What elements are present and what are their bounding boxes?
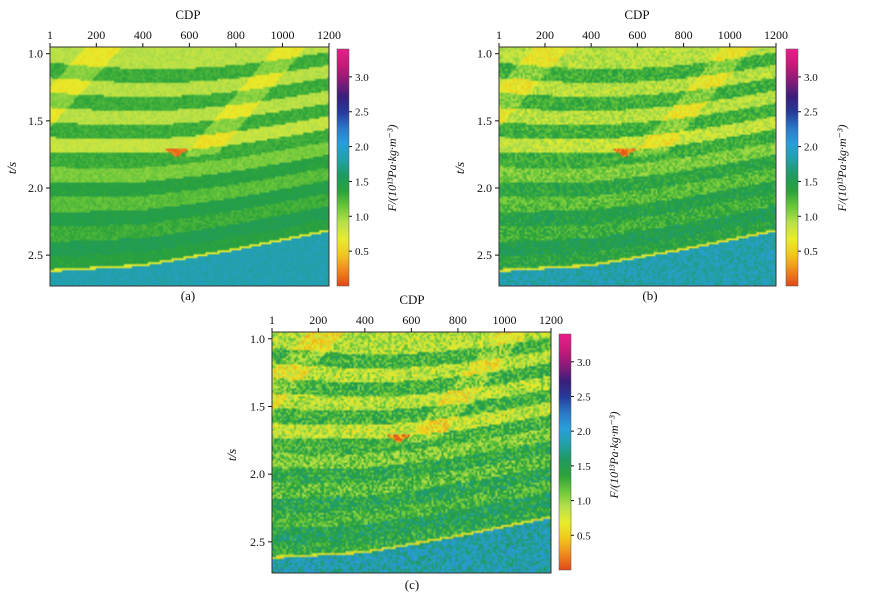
x-tick-label: 600 (402, 313, 420, 327)
colorbar-tick-label: 1.0 (577, 496, 591, 508)
x-tick-label: 600 (180, 28, 198, 42)
panel-c-x-label: CDP (399, 292, 424, 307)
colorbar-tick-label: 2.0 (355, 142, 369, 154)
panel-a-x-label: CDP (175, 7, 200, 22)
colorbar-tick-label: 1.5 (577, 461, 591, 473)
y-tick-label: 1.0 (28, 47, 43, 61)
colorbar-tick-label: 2.0 (577, 426, 591, 438)
panel-c-colorbar-ticks: 0.5 1.0 1.5 2.0 2.5 3.0 (571, 357, 591, 542)
panel-c-colorbar-label: F/(10¹³Pa·kg·m⁻³) (607, 411, 621, 499)
panel-c: CDP 1 200 400 600 800 1000 1200 1.01.52.02.5 t… (224, 292, 621, 592)
colorbar-tick-label: 1.0 (804, 211, 818, 223)
panel-c-caption: (c) (405, 577, 419, 592)
panel-a-yticks: 1.0 1.5 2.0 2.5 (28, 47, 50, 262)
x-tick-label: 1000 (718, 28, 742, 42)
panel-b-x-label: CDP (624, 7, 649, 22)
y-tick-label: 2.5 (477, 248, 492, 262)
panel-a-colorbar (336, 48, 350, 287)
y-tick-label: 1.5 (28, 114, 43, 128)
x-tick-label: 1000 (492, 313, 516, 327)
x-tick-label: 200 (309, 313, 327, 327)
x-tick-label: 400 (134, 28, 152, 42)
y-tick-label: 1.5 (477, 114, 492, 128)
colorbar-tick-label: 2.5 (355, 107, 369, 119)
x-tick-label: 600 (628, 28, 646, 42)
panel-a-xticks: 1 200 400 600 800 1000 1200 (47, 28, 341, 47)
y-tick-label: 1.0 (250, 332, 265, 346)
x-tick-label: 800 (675, 28, 693, 42)
panel-a-colorbar-ticks: 0.5 1.0 1.5 2.0 2.5 3.0 (349, 72, 369, 258)
panel-b-y-label: t/s (452, 162, 467, 174)
panel-a-colorbar-label: F/(10¹³Pa·kg·m⁻³) (385, 124, 399, 212)
x-tick-label: 1200 (317, 28, 341, 42)
x-tick-label: 200 (87, 28, 105, 42)
x-tick-label: 800 (449, 313, 467, 327)
panel-b-colorbar-label: F/(10¹³Pa·kg·m⁻³) (835, 124, 849, 212)
x-tick-label: 1 (496, 28, 502, 42)
x-tick-label: 400 (356, 313, 374, 327)
colorbar-tick-label: 0.5 (804, 246, 818, 258)
x-tick-label: 200 (536, 28, 554, 42)
x-tick-label: 1 (269, 313, 275, 327)
colorbar-tick-label: 0.5 (355, 246, 369, 258)
panel-b-colorbar-ticks: 0.5 1.0 1.5 2.0 2.5 3.0 (798, 72, 818, 258)
colorbar-tick-label: 2.5 (804, 107, 818, 119)
panel-b-caption: (b) (642, 288, 657, 303)
colorbar-tick-label: 3.0 (355, 72, 369, 84)
panel-a-heatmap (50, 47, 329, 286)
x-tick-label: 1200 (539, 313, 563, 327)
y-tick-label: 1.5 (250, 399, 265, 413)
panel-a: CDP 1 200 400 600 800 1000 1200 1.01.52.02.5 t… (4, 7, 399, 303)
colorbar-tick-label: 2.5 (577, 391, 591, 403)
colorbar-tick-label: 1.5 (355, 176, 369, 188)
panel-b: CDP 1 200 400 600 800 1000 1200 1.01.52.02.5 t… (452, 7, 849, 303)
panel-c-yticks: 1.0 1.5 2.0 2.5 (250, 332, 272, 549)
panel-c-colorbar (558, 333, 572, 571)
panel-c-heatmap (272, 332, 551, 573)
panel-b-heatmap (499, 47, 776, 286)
panel-c-xticks: 1 200 400 600 800 1000 1200 (269, 313, 563, 332)
y-tick-label: 2.0 (250, 467, 265, 481)
x-tick-label: 1000 (270, 28, 294, 42)
panel-b-colorbar (785, 48, 799, 287)
y-tick-label: 2.5 (250, 535, 265, 549)
x-tick-label: 400 (582, 28, 600, 42)
colorbar-tick-label: 3.0 (804, 72, 818, 84)
colorbar-tick-label: 0.5 (577, 530, 591, 542)
panel-c-y-label: t/s (224, 449, 239, 461)
y-tick-label: 2.0 (28, 181, 43, 195)
y-tick-label: 2.0 (477, 181, 492, 195)
panel-b-xticks: 1 200 400 600 800 1000 1200 (496, 28, 788, 47)
colorbar-tick-label: 1.5 (804, 176, 818, 188)
panel-b-yticks: 1.0 1.5 2.0 2.5 (477, 47, 499, 262)
colorbar-tick-label: 2.0 (804, 142, 818, 154)
panel-a-y-label: t/s (4, 162, 19, 174)
y-tick-label: 1.0 (477, 47, 492, 61)
x-tick-label: 1200 (764, 28, 788, 42)
x-tick-label: 1 (47, 28, 53, 42)
y-tick-label: 2.5 (28, 248, 43, 262)
colorbar-tick-label: 3.0 (577, 357, 591, 369)
x-tick-label: 800 (227, 28, 245, 42)
colorbar-tick-label: 1.0 (355, 211, 369, 223)
panel-a-caption: (a) (181, 288, 195, 303)
